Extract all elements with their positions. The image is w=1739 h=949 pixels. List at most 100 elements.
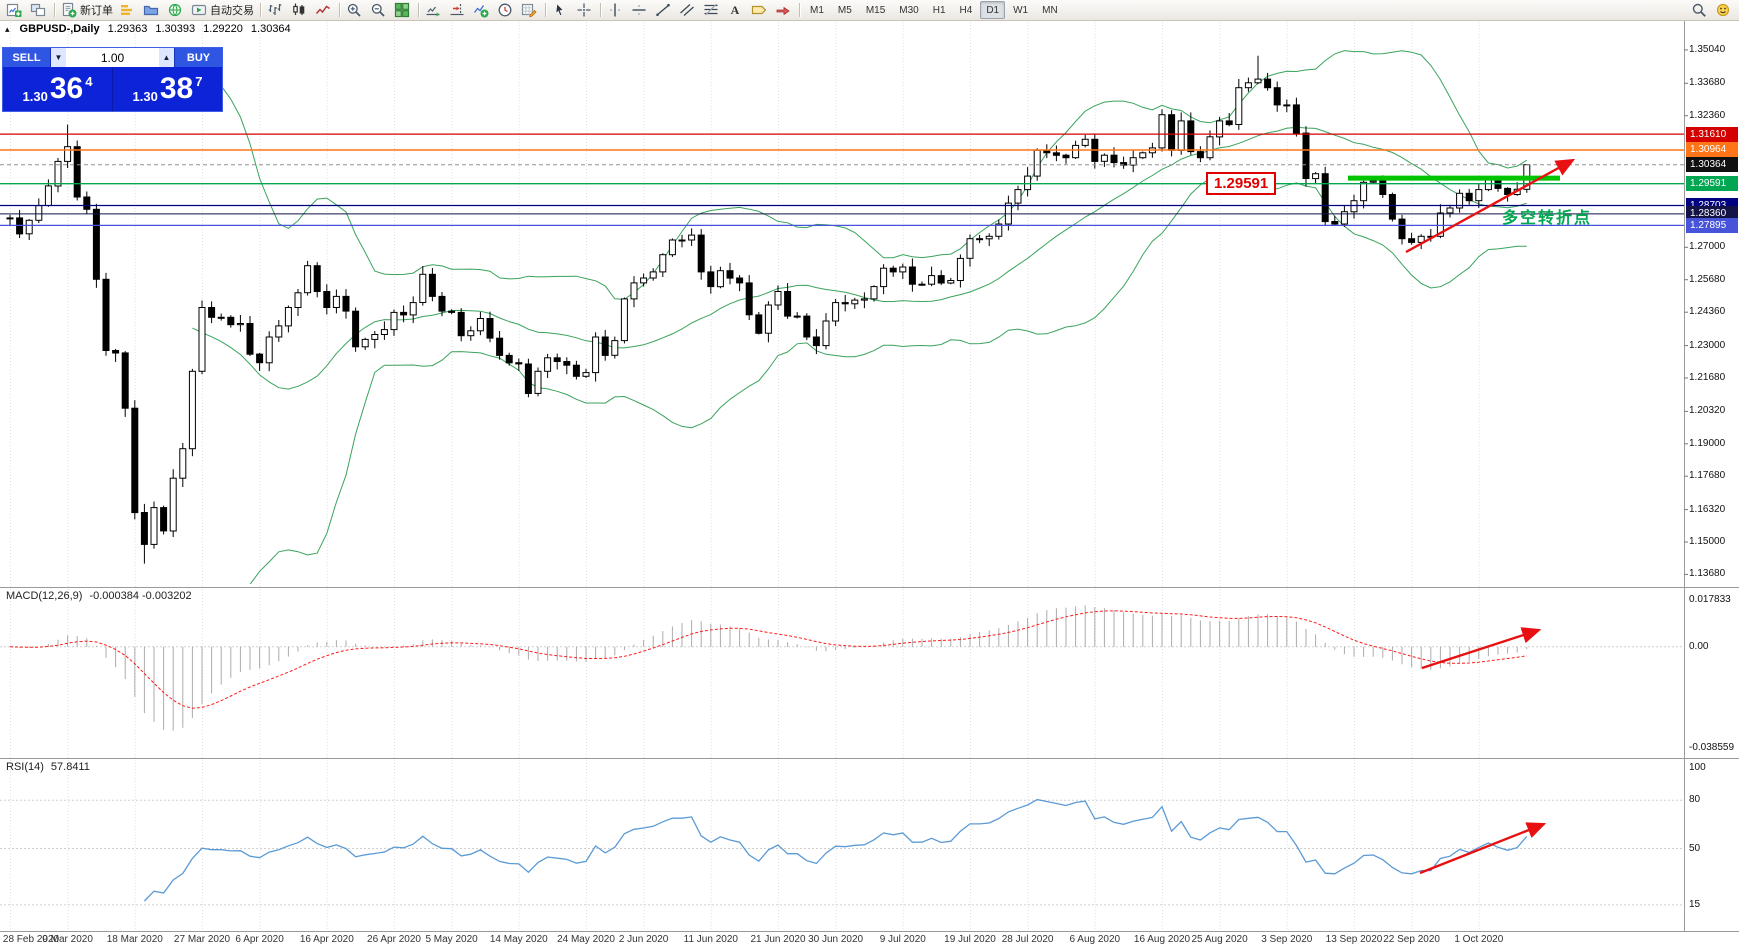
- price-line-chip: 1.30964: [1686, 142, 1738, 157]
- toolbar-separator: [545, 3, 546, 17]
- timeframe-button-H1[interactable]: H1: [932, 4, 946, 16]
- trendline-button[interactable]: [652, 0, 676, 20]
- chart-shift-icon: [449, 2, 465, 18]
- line-chart-button[interactable]: [312, 0, 336, 20]
- auto-trading-icon: [191, 2, 207, 18]
- buy-button[interactable]: BUY: [174, 48, 222, 67]
- price-tick: 1.19000: [1689, 438, 1726, 449]
- chart-shift-button[interactable]: [446, 0, 470, 20]
- timeframe-button-H4[interactable]: H4: [959, 4, 973, 16]
- price-tick: 1.32360: [1689, 110, 1726, 121]
- rsi-panel[interactable]: [0, 798, 1684, 906]
- zoom-in-button[interactable]: [343, 0, 367, 20]
- support-button[interactable]: [1712, 0, 1736, 20]
- date-label: 6 Apr 2020: [235, 934, 284, 945]
- shapes-button[interactable]: [772, 0, 796, 20]
- ohlc-low: 1.29220: [203, 23, 243, 35]
- channel-button[interactable]: [676, 0, 700, 20]
- market-depth-button[interactable]: [116, 0, 140, 20]
- sell-price[interactable]: 1.30 36 4: [3, 67, 113, 111]
- macd-axis-label: -0.038559: [1689, 742, 1735, 753]
- price-line-chip: 1.28360: [1686, 206, 1738, 221]
- bollinger-upper: [192, 50, 1528, 300]
- tile-windows-button[interactable]: [391, 0, 415, 20]
- data-folder-button[interactable]: [140, 0, 164, 20]
- ohlc-high: 1.30393: [155, 23, 196, 35]
- price-line-chip: 1.29591: [1686, 176, 1738, 191]
- timeframe-button-M15[interactable]: M15: [865, 4, 886, 16]
- crosshair-button[interactable]: [573, 0, 597, 20]
- date-label: 6 Aug 2020: [1069, 934, 1121, 945]
- toolbar-separator: [799, 3, 800, 17]
- label-button[interactable]: [748, 0, 772, 20]
- price-tick: 1.16320: [1689, 504, 1726, 515]
- timeframe-button-W1[interactable]: W1: [1013, 4, 1029, 16]
- volume-input[interactable]: [66, 48, 159, 67]
- timeframe-button-M5[interactable]: M5: [837, 4, 852, 16]
- new-chart-button[interactable]: [3, 0, 27, 20]
- turning-point-label[interactable]: 多空转折点: [1502, 210, 1593, 227]
- text-button[interactable]: A: [724, 0, 748, 20]
- macd-title-text: MACD(12,26,9): [6, 590, 83, 602]
- candlestick-chart-button[interactable]: [288, 0, 312, 20]
- grid-lines: [10, 22, 1480, 930]
- bar-chart-button[interactable]: [264, 0, 288, 20]
- sell-price-big: 36: [49, 72, 84, 105]
- date-label: 21 Jun 2020: [750, 934, 806, 945]
- volume-decrease-button[interactable]: ▼: [51, 48, 66, 67]
- price-tick: 1.27000: [1689, 241, 1726, 252]
- community-button[interactable]: [164, 0, 188, 20]
- trend-arrow-main[interactable]: [1405, 158, 1576, 254]
- period-button[interactable]: [494, 0, 518, 20]
- sell-button[interactable]: SELL: [3, 48, 51, 67]
- toolbar-separator: [418, 3, 419, 17]
- chart-info-line: ▴ GBPUSD-,Daily 1.29363 1.30393 1.29220 …: [5, 23, 291, 35]
- new-order-button[interactable]: 新订单: [58, 0, 116, 20]
- sell-price-sup: 4: [85, 74, 93, 89]
- timeframe-button-M30[interactable]: M30: [899, 4, 919, 16]
- timeframe-button-M1[interactable]: M1: [810, 4, 824, 16]
- date-label: 27 Mar 2020: [173, 934, 231, 945]
- chart-profiles-button[interactable]: [27, 0, 51, 20]
- timeframe-button-D1[interactable]: D1: [980, 1, 1006, 19]
- auto-trading-button[interactable]: 自动交易: [188, 0, 257, 20]
- rsi-axis-label: 50: [1689, 843, 1701, 854]
- indicators-button[interactable]: [470, 0, 494, 20]
- search-button[interactable]: [1688, 0, 1712, 20]
- trend-arrow-rsi[interactable]: [1419, 822, 1547, 875]
- chart-symbol-period: GBPUSD-,Daily: [19, 23, 100, 35]
- auto-scroll-button[interactable]: [422, 0, 446, 20]
- new-chart-icon: [6, 2, 22, 18]
- date-label: 13 Sep 2020: [1325, 934, 1383, 945]
- toolbar: 新订单 自动交易 A M1 M5 M15 M30 H1 H4 D1 W1 MN: [0, 0, 1739, 21]
- cursor-button[interactable]: [549, 0, 573, 20]
- price-tick: 1.35040: [1689, 44, 1726, 55]
- horizontal-line-button[interactable]: [628, 0, 652, 20]
- buy-price[interactable]: 1.30 38 7: [113, 67, 222, 111]
- date-label: 9 Jul 2020: [879, 934, 926, 945]
- vertical-line-button[interactable]: [604, 0, 628, 20]
- channel-icon: [679, 2, 695, 18]
- date-label: 19 Jul 2020: [944, 934, 996, 945]
- price-annotation[interactable]: 1.29591: [1206, 172, 1277, 195]
- price-tick: 1.13680: [1689, 568, 1726, 579]
- chart-profiles-icon: [30, 2, 46, 18]
- templates-button[interactable]: [518, 0, 542, 20]
- main-price-panel[interactable]: [0, 50, 1684, 598]
- zoom-out-button[interactable]: [367, 0, 391, 20]
- timeframe-button-MN[interactable]: MN: [1042, 4, 1058, 16]
- date-label: 28 Jul 2020: [1001, 934, 1054, 945]
- volume-increase-button[interactable]: ▲: [159, 48, 174, 67]
- price-tick: 1.25680: [1689, 274, 1726, 285]
- price-line-chip: 1.31610: [1686, 127, 1738, 142]
- fibonacci-button[interactable]: [700, 0, 724, 20]
- toolbar-separator: [54, 3, 55, 17]
- date-label: 3 Sep 2020: [1261, 934, 1313, 945]
- price-tick: 1.24360: [1689, 306, 1726, 317]
- one-click-toggle[interactable]: ▴: [5, 23, 10, 34]
- toolbar-right-group: [1688, 0, 1736, 20]
- trend-arrow-macd[interactable]: [1421, 627, 1542, 670]
- macd-panel[interactable]: [0, 605, 1684, 731]
